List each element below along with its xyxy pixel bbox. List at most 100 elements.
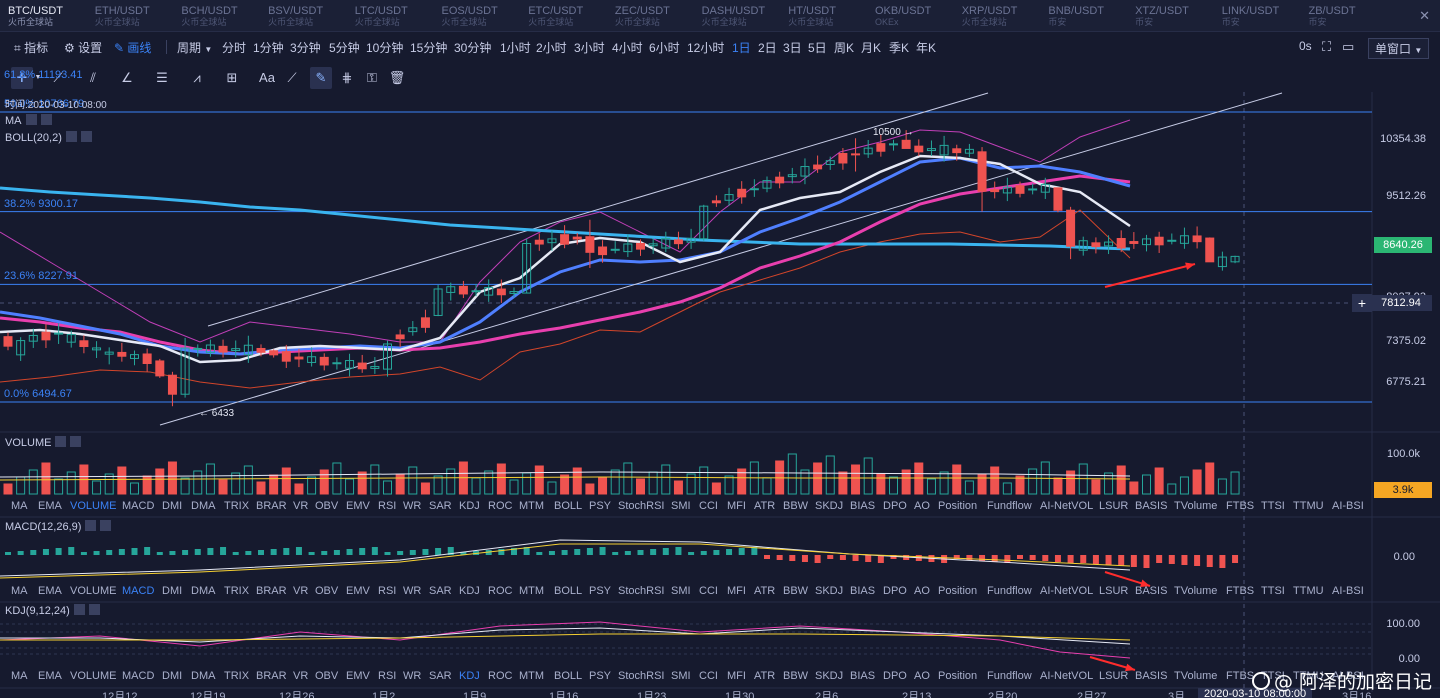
symbol-tab-eth[interactable]: ETH/USDT 火币全球站 bbox=[95, 5, 150, 28]
chart-canvas[interactable] bbox=[0, 92, 1440, 698]
candle-body[interactable] bbox=[345, 360, 355, 369]
interval-12[interactable]: 12小时 bbox=[687, 41, 725, 55]
indicator-tab-lsur[interactable]: LSUR bbox=[1099, 670, 1129, 682]
candle-body[interactable] bbox=[1015, 185, 1025, 194]
candle-body[interactable] bbox=[395, 334, 405, 340]
candle-body[interactable] bbox=[522, 242, 532, 294]
candle-body[interactable] bbox=[1091, 242, 1101, 248]
indicator-tab-macd[interactable]: MACD bbox=[122, 585, 155, 597]
candle-body[interactable] bbox=[383, 343, 392, 370]
candle-body[interactable] bbox=[3, 336, 13, 347]
indicator-tab-ao[interactable]: AO bbox=[914, 670, 930, 682]
indicator-tab-ema[interactable]: EMA bbox=[38, 670, 62, 682]
candle-body[interactable] bbox=[155, 360, 165, 377]
indicator-tab-ai-netvol[interactable]: AI-NetVOL bbox=[1040, 585, 1094, 597]
candle-body[interactable] bbox=[699, 205, 709, 240]
close-icon[interactable] bbox=[40, 114, 52, 125]
candle-body[interactable] bbox=[1104, 241, 1114, 247]
indicator-tab-volume[interactable]: VOLUME bbox=[70, 670, 117, 682]
candle-body[interactable] bbox=[585, 236, 595, 253]
candle-body[interactable] bbox=[534, 239, 544, 245]
indicator-tab-ema[interactable]: EMA bbox=[38, 500, 62, 512]
indicator-tab-ao[interactable]: AO bbox=[914, 500, 930, 512]
candle-body[interactable] bbox=[598, 246, 608, 256]
indicator-tab-emv[interactable]: EMV bbox=[346, 670, 370, 682]
settings-icon[interactable] bbox=[25, 114, 37, 125]
indicator-tab-ttmu[interactable]: TTMU bbox=[1293, 500, 1324, 512]
indicator-tab-obv[interactable]: OBV bbox=[315, 670, 339, 682]
indicator-tab-trix[interactable]: TRIX bbox=[224, 585, 250, 597]
candle-body[interactable] bbox=[167, 374, 177, 395]
indicator-tab-basis[interactable]: BASIS bbox=[1135, 500, 1168, 512]
indicator-tab-brar[interactable]: BRAR bbox=[256, 670, 287, 682]
interval-15[interactable]: 3日 bbox=[783, 41, 802, 55]
candle-body[interactable] bbox=[1028, 188, 1038, 191]
candle-body[interactable] bbox=[547, 238, 557, 244]
settings-button[interactable]: ⚙ 设置 bbox=[64, 39, 102, 56]
indicator-tab-macd[interactable]: MACD bbox=[122, 670, 155, 682]
indicator-tab-ttmu[interactable]: TTMU bbox=[1293, 585, 1324, 597]
indicator-tab-skdj[interactable]: SKDJ bbox=[815, 670, 844, 682]
candle-body[interactable] bbox=[825, 160, 835, 165]
candle-body[interactable] bbox=[1066, 209, 1076, 247]
indicator-tab-cci[interactable]: CCI bbox=[699, 585, 718, 597]
indicator-tab-position[interactable]: Position bbox=[938, 585, 978, 597]
indicator-tab-vr[interactable]: VR bbox=[293, 585, 309, 597]
indicator-tab-bias[interactable]: BIAS bbox=[850, 670, 876, 682]
candle-body[interactable] bbox=[673, 239, 683, 245]
symbol-tab-bch[interactable]: BCH/USDT 火币全球站 bbox=[181, 5, 237, 28]
interval-2[interactable]: 3分钟 bbox=[290, 41, 321, 55]
indicator-tab-sar[interactable]: SAR bbox=[429, 500, 452, 512]
indicator-tab-fundflow[interactable]: Fundflow bbox=[987, 670, 1032, 682]
indicator-tab-tvolume[interactable]: TVolume bbox=[1174, 670, 1218, 682]
indicator-tab-obv[interactable]: OBV bbox=[315, 585, 339, 597]
indicator-tab-bbw[interactable]: BBW bbox=[783, 670, 809, 682]
close-icon[interactable] bbox=[80, 131, 92, 142]
indicator-tab-bias[interactable]: BIAS bbox=[850, 585, 876, 597]
parallel-channel-icon[interactable]: ⫽ bbox=[90, 70, 96, 85]
candle-body[interactable] bbox=[433, 288, 443, 316]
angle-icon[interactable]: ∠ bbox=[121, 70, 133, 85]
indicator-tab-dma[interactable]: DMA bbox=[191, 500, 216, 512]
indicator-tab-stochrsi[interactable]: StochRSI bbox=[618, 585, 665, 597]
candle-body[interactable] bbox=[458, 285, 468, 295]
candle-body[interactable] bbox=[1129, 241, 1139, 244]
symbol-tab-ht[interactable]: HT/USDT 火币全球站 bbox=[788, 5, 836, 28]
fullscreen-icon[interactable]: ⛶ bbox=[1322, 39, 1332, 54]
candle-body[interactable] bbox=[711, 200, 721, 204]
indicator-tab-position[interactable]: Position bbox=[938, 500, 978, 512]
indicator-tab-trix[interactable]: TRIX bbox=[224, 670, 250, 682]
candle-body[interactable] bbox=[1217, 256, 1227, 268]
interval-10[interactable]: 4小时 bbox=[612, 41, 643, 55]
indicator-button[interactable]: ⌗ 指标 bbox=[14, 39, 48, 56]
symbol-tab-zb[interactable]: ZB/USDT 币安 bbox=[1309, 5, 1356, 28]
indicator-tab-macd[interactable]: MACD bbox=[122, 500, 155, 512]
indicator-tab-ema[interactable]: EMA bbox=[38, 585, 62, 597]
indicator-tab-ma[interactable]: MA bbox=[11, 670, 28, 682]
candle-body[interactable] bbox=[1040, 184, 1050, 193]
candle-body[interactable] bbox=[610, 248, 620, 251]
indicator-tab-ttmu[interactable]: TTMU bbox=[1293, 670, 1324, 682]
symbol-tab-bnb[interactable]: BNB/USDT 币安 bbox=[1048, 5, 1104, 28]
indicator-tab-wr[interactable]: WR bbox=[403, 500, 422, 512]
candle-body[interactable] bbox=[408, 327, 418, 333]
candle-body[interactable] bbox=[813, 164, 823, 170]
indicator-tab-atr[interactable]: ATR bbox=[754, 585, 776, 597]
interval-4[interactable]: 10分钟 bbox=[366, 41, 404, 55]
candle-body[interactable] bbox=[1230, 255, 1240, 263]
candle-body[interactable] bbox=[130, 354, 139, 359]
chevron-down-icon[interactable]: ▼ bbox=[34, 74, 42, 81]
interval-8[interactable]: 2小时 bbox=[536, 41, 567, 55]
indicator-tab-mfi[interactable]: MFI bbox=[727, 585, 746, 597]
candle-body[interactable] bbox=[484, 287, 494, 296]
indicator-tab-dpo[interactable]: DPO bbox=[883, 670, 907, 682]
interval-14[interactable]: 2日 bbox=[758, 41, 777, 55]
indicator-tab-stochrsi[interactable]: StochRSI bbox=[618, 500, 665, 512]
settings-icon[interactable] bbox=[55, 436, 67, 447]
candle-body[interactable] bbox=[686, 237, 696, 243]
indicator-tab-psy[interactable]: PSY bbox=[589, 585, 612, 597]
trash-icon[interactable]: 🗑 bbox=[388, 70, 406, 85]
candle-body[interactable] bbox=[926, 148, 936, 152]
candle-body[interactable] bbox=[1167, 239, 1177, 242]
indicator-tab-atr[interactable]: ATR bbox=[754, 670, 776, 682]
